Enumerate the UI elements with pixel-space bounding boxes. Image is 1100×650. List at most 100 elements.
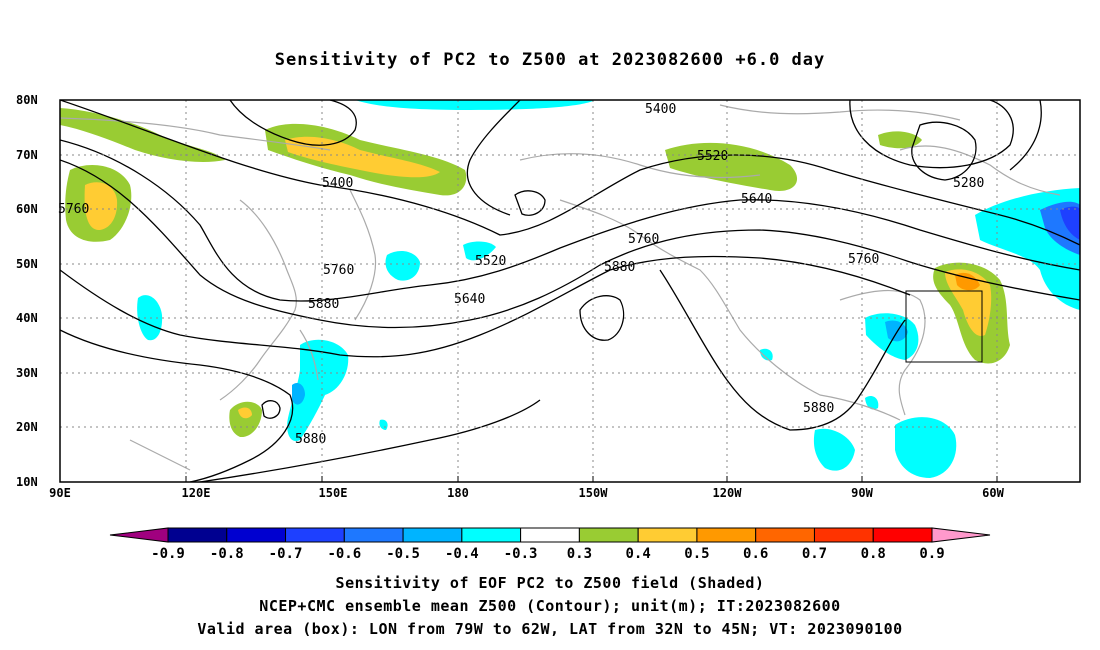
colorbar-label: 0.5	[684, 546, 709, 562]
grid-lines	[60, 100, 1080, 482]
shade-patch	[137, 295, 163, 341]
coastline	[519, 153, 761, 179]
caption-line-3: Valid area (box): LON from 79W to 62W, L…	[197, 620, 903, 638]
shade-patch	[385, 250, 420, 281]
colorbar-label: 0.9	[919, 546, 944, 562]
contour-line	[60, 255, 911, 358]
coastline	[719, 104, 961, 121]
shaded-sensitivity	[60, 100, 1080, 478]
contour-label: 5760	[628, 232, 659, 247]
shade-patch	[945, 269, 992, 336]
lat-label: 50N	[16, 257, 38, 271]
lon-label: 90W	[851, 486, 873, 500]
contour-line	[229, 100, 357, 146]
coastline	[839, 290, 926, 416]
colorbar-label: 0.8	[861, 546, 886, 562]
lat-label: 60N	[16, 202, 38, 216]
lat-label: 30N	[16, 366, 38, 380]
lat-label: 20N	[16, 420, 38, 434]
colorbar-label: 0.7	[802, 546, 827, 562]
shade-patch	[287, 339, 349, 442]
colorbar-box	[402, 527, 463, 543]
colorbar-box	[696, 527, 757, 543]
colorbar-box	[872, 527, 933, 543]
colorbar-label: -0.6	[327, 546, 361, 562]
contour-label: 5880	[295, 432, 326, 447]
lon-label: 120W	[713, 486, 743, 500]
contour-line	[60, 100, 1080, 246]
contour-label: 5640	[741, 192, 772, 207]
contour-label: 5520	[697, 149, 728, 164]
lon-label: 180	[447, 486, 469, 500]
coastline	[559, 199, 901, 421]
shade-patch	[955, 272, 980, 291]
colorbar-label: 0.3	[567, 546, 592, 562]
contour-label: 5760	[323, 263, 354, 278]
colorbar-box	[461, 527, 522, 543]
contour-label: 5880	[803, 401, 834, 416]
shade-patch	[285, 136, 440, 178]
colorbar-arrow-right	[931, 527, 991, 543]
contour-line	[514, 190, 546, 216]
lon-label: 120E	[182, 486, 211, 500]
colorbar-arrow-left	[109, 527, 169, 543]
colorbar-label: -0.8	[210, 546, 244, 562]
colorbar-label: 0.4	[626, 546, 651, 562]
colorbar-box	[285, 527, 345, 543]
contour-label: 5520	[475, 254, 506, 269]
contour-line	[579, 295, 625, 341]
contour-label: 5880	[308, 297, 339, 312]
lat-label: 40N	[16, 311, 38, 325]
contour-line	[60, 329, 294, 482]
colorbar-label: -0.3	[504, 546, 538, 562]
shade-patch	[60, 108, 225, 162]
shade-patch	[229, 401, 262, 438]
shade-patch	[865, 396, 879, 410]
lon-labels: 90E 120E 150E 180 150W 120W 90W 60W	[49, 486, 1004, 500]
colorbar-box	[167, 527, 228, 543]
shade-patch	[760, 348, 773, 361]
contour-line	[1009, 100, 1042, 171]
contour-label: 5640	[454, 292, 485, 307]
coastline	[349, 189, 377, 321]
colorbar-box	[226, 527, 287, 543]
caption-line-1: Sensitivity of EOF PC2 to Z500 field (Sh…	[335, 574, 765, 592]
colorbar-box	[813, 527, 874, 543]
lon-label: 150W	[579, 486, 609, 500]
plot-frame	[59, 99, 1081, 483]
valid-area-box	[905, 290, 983, 363]
shade-patch	[813, 428, 855, 471]
lon-label: 150E	[319, 486, 348, 500]
coastline	[60, 117, 331, 151]
lat-label: 70N	[16, 148, 38, 162]
contour-line	[261, 400, 281, 419]
contour-line	[60, 139, 1080, 302]
tick-marks	[59, 476, 998, 482]
colorbar-label: -0.5	[386, 546, 420, 562]
shade-patch	[238, 407, 252, 419]
coastline	[899, 145, 1061, 196]
colorbar-label: -0.4	[445, 546, 479, 562]
shade-patch	[885, 320, 908, 342]
shade-patch	[355, 100, 595, 110]
contour-label: 5880	[604, 260, 635, 275]
chart-title: Sensitivity of PC2 to Z500 at 2023082600…	[274, 50, 826, 70]
shade-patch	[379, 419, 388, 430]
contour-line	[911, 121, 977, 181]
coastline	[129, 439, 191, 471]
contour-line	[659, 269, 906, 431]
colorbar-label: -0.9	[151, 546, 185, 562]
shade-patch	[463, 241, 496, 261]
colorbar-box	[520, 527, 580, 543]
shade-patch	[665, 142, 798, 191]
contour-line	[466, 100, 521, 216]
colorbar: -0.9 -0.8 -0.7 -0.6 -0.5 -0.4 -0.3 0.3 0.4 0.5 0.6…	[109, 527, 991, 562]
coastline	[219, 199, 297, 401]
colorbar-box	[578, 527, 639, 543]
contour-label: 5280	[953, 176, 984, 191]
contour-label: 5400	[322, 176, 353, 191]
caption-line-2: NCEP+CMC ensemble mean Z500 (Contour); u…	[259, 597, 841, 615]
lat-label: 10N	[16, 475, 38, 489]
shade-patch	[895, 417, 957, 478]
